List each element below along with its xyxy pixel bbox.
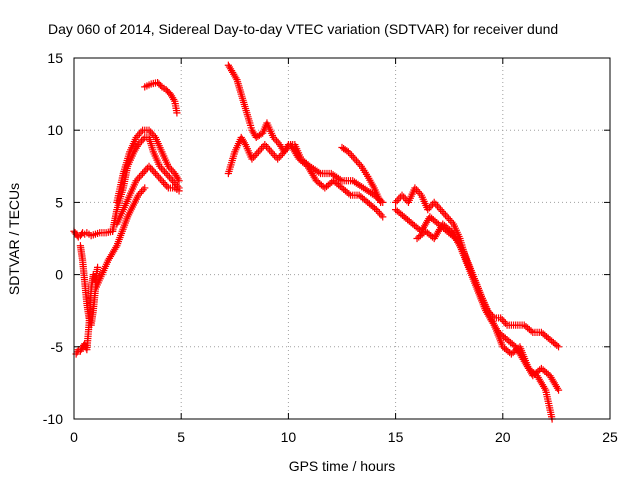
x-tick-label: 20 — [495, 429, 511, 445]
plot-frame — [73, 57, 611, 420]
data-point — [175, 187, 183, 195]
data-point — [141, 184, 149, 192]
series-arc-10 — [338, 143, 385, 206]
data-point — [155, 80, 163, 88]
series-arc-13 — [413, 220, 556, 423]
chart-title: Day 060 of 2014, Sidereal Day-to-day VTE… — [48, 21, 558, 37]
series-arc-3 — [76, 184, 149, 329]
data-point — [554, 343, 563, 351]
y-tick-label: -5 — [51, 339, 64, 355]
data-point — [376, 198, 385, 206]
y-tick-label: -10 — [43, 411, 63, 427]
series-arc-12 — [392, 206, 563, 394]
data-point — [173, 109, 181, 117]
data-marks — [70, 61, 563, 423]
x-tick-label: 25 — [602, 429, 618, 445]
series-arc-9 — [224, 133, 387, 221]
x-tick-label: 15 — [388, 429, 404, 445]
x-tick-label: 5 — [177, 429, 185, 445]
x-tick-label: 0 — [70, 429, 78, 445]
series-arc-6 — [113, 162, 183, 228]
series-arc-5 — [113, 126, 183, 206]
data-point — [93, 263, 102, 271]
x-tick-label: 10 — [281, 429, 297, 445]
data-point — [175, 177, 183, 185]
series-arc-8 — [224, 61, 387, 206]
x-axis-label: GPS time / hours — [289, 458, 396, 474]
axes-layer: 0 5 10 15 20 25 -10 -5 0 5 10 15 — [43, 50, 618, 445]
series-arc-1 — [70, 227, 117, 241]
data-point — [554, 386, 563, 394]
series-arc-11 — [392, 184, 563, 351]
y-tick-label: 0 — [55, 267, 63, 283]
grid-layer — [74, 58, 610, 419]
y-tick-label: 5 — [55, 194, 63, 210]
y-tick-label: 15 — [47, 50, 63, 66]
series-arc-4 — [108, 133, 183, 235]
y-tick-label: 10 — [47, 122, 63, 138]
y-axis-label: SDTVAR / TECUs — [6, 183, 22, 295]
data-point — [379, 213, 387, 221]
data-point — [164, 87, 172, 95]
series-arc-7 — [141, 78, 181, 117]
